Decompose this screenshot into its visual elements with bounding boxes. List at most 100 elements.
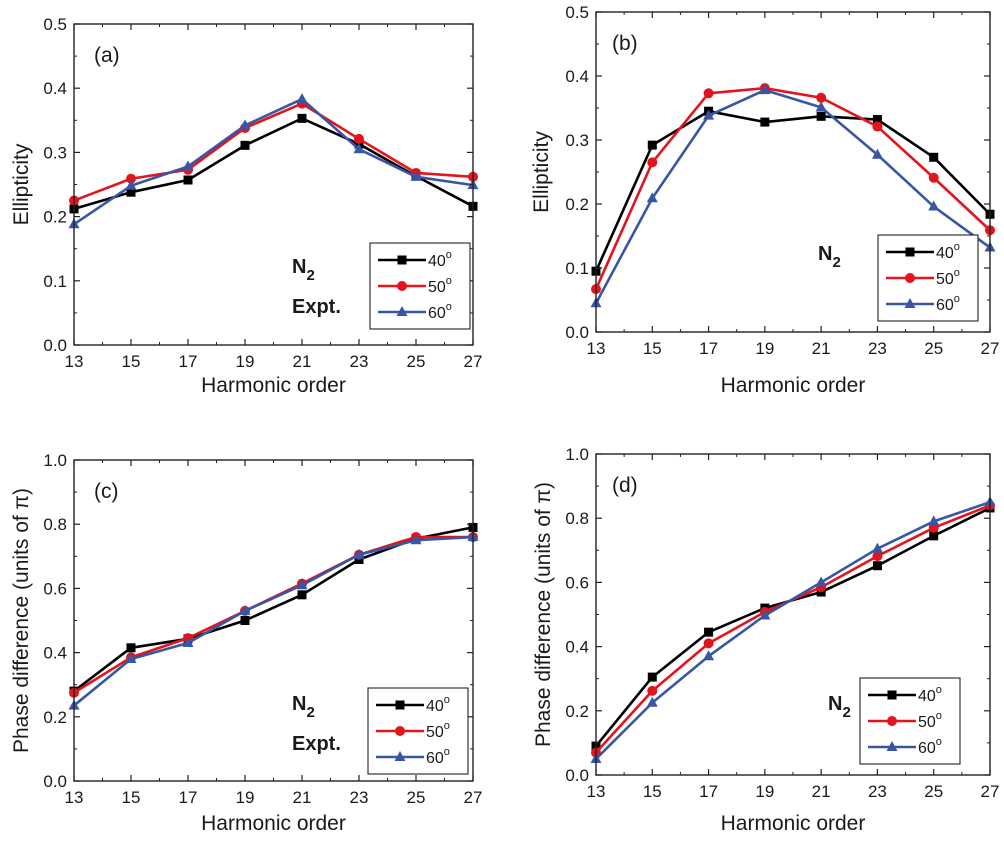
data-point-50-23: [872, 551, 883, 562]
data-point-40-15: [126, 187, 136, 197]
y-tick-label: 0.2: [565, 702, 589, 721]
data-point-50-25: [928, 172, 939, 183]
x-tick-label: 27: [464, 352, 483, 371]
y-tick-label: 0.1: [565, 259, 589, 278]
series-line-40: [594, 109, 991, 272]
x-tick-label: 27: [981, 339, 1000, 358]
x-tick-label: 23: [350, 352, 369, 371]
legend-marker-60: [886, 741, 898, 751]
legend-marker-50: [397, 281, 407, 291]
series-line-50: [594, 86, 991, 290]
data-point-40-21: [816, 111, 826, 121]
data-point-50-17: [703, 88, 714, 99]
data-point-40-25: [929, 531, 939, 541]
y-tick-label: 0.5: [565, 3, 589, 22]
x-axis-label: Harmonic order: [721, 374, 866, 397]
legend-marker-50: [395, 726, 405, 736]
y-tick-label: 0.6: [43, 579, 67, 598]
data-point-40-17: [183, 175, 193, 185]
chart-panel-d: 13 15 17 19 21 23 25 27 0.0 0.2 0.4 0.6 0.8 1.0 Harmon…: [532, 445, 999, 835]
legend-marker-50: [905, 273, 915, 283]
y-tick-label: 0.0: [565, 323, 589, 342]
data-point-40-21: [297, 590, 307, 600]
data-point-40-23: [872, 561, 882, 571]
legend-marker-60: [904, 298, 916, 308]
y-tick-label: 0.1: [43, 272, 67, 291]
x-tick-label: 19: [236, 788, 255, 807]
x-tick-label: 13: [65, 788, 84, 807]
legend-marker-40: [397, 255, 407, 265]
legend-marker-40: [395, 700, 405, 710]
legend-marker-60: [394, 751, 406, 761]
data-point-60-21: [815, 576, 827, 587]
series-group: [590, 496, 996, 763]
series-group: [68, 522, 479, 710]
data-point-60-25: [928, 515, 940, 526]
data-point-60-23: [871, 148, 883, 159]
data-point-60-19: [239, 119, 251, 130]
series-group: [68, 93, 479, 229]
y-tick-label: 0.0: [43, 772, 67, 791]
data-point-60-19: [759, 609, 771, 620]
annotation-molecule: N2: [292, 256, 315, 284]
data-point-60-15: [125, 653, 137, 664]
y-tick-label: 0.2: [565, 195, 589, 214]
annotation-molecule: N2: [292, 693, 315, 721]
data-point-60-17: [703, 109, 715, 120]
data-point-60-21: [296, 93, 308, 104]
x-tick-label: 17: [179, 352, 198, 371]
data-point-50-15: [647, 685, 658, 696]
data-point-60-15: [125, 179, 137, 190]
y-tick-label: 0.8: [43, 515, 67, 534]
panel-tag: (c): [94, 480, 119, 503]
data-point-50-15: [647, 157, 658, 168]
data-point-60-23: [353, 548, 365, 559]
data-point-50-21: [816, 92, 827, 103]
data-point-40-25: [929, 152, 939, 162]
y-tick-label: 0.2: [43, 208, 67, 227]
y-tick-label: 0.0: [43, 336, 67, 355]
y-tick-label: 0.3: [565, 131, 589, 150]
data-point-50-17: [703, 638, 714, 649]
data-point-60-17: [182, 636, 194, 647]
data-point-60-23: [353, 143, 365, 154]
annotation-expt: Expt.: [292, 296, 341, 318]
x-tick-label: 19: [236, 352, 255, 371]
y-tick-label: 0.4: [565, 638, 589, 657]
series-line-60: [73, 535, 474, 707]
y-tick-label: 1.0: [565, 445, 589, 464]
x-tick-label: 27: [464, 788, 483, 807]
x-tick-label: 27: [981, 782, 1000, 801]
x-tick-label: 19: [755, 782, 774, 801]
data-point-50-23: [354, 133, 364, 144]
x-axis-label: Harmonic order: [201, 374, 346, 397]
y-tick-label: 0.2: [43, 708, 67, 727]
data-point-40-23: [872, 115, 882, 125]
x-tick-label: 13: [65, 352, 84, 371]
y-axis-label: Phase difference (units of π): [10, 488, 33, 753]
legend-marker-50: [887, 716, 897, 726]
data-point-60-17: [182, 160, 194, 171]
x-tick-label: 15: [122, 352, 141, 371]
y-tick-label: 0.4: [43, 644, 67, 663]
data-point-60-21: [296, 579, 308, 590]
y-tick-label: 0.0: [565, 766, 589, 785]
data-point-50-23: [872, 121, 883, 132]
x-tick-label: 15: [643, 782, 662, 801]
y-axis-label: Ellipticity: [10, 143, 33, 225]
y-tick-label: 1.0: [43, 451, 67, 470]
data-point-40-19: [240, 140, 250, 150]
panel-tag: (d): [612, 474, 638, 497]
data-point-60-19: [239, 604, 251, 615]
panel-tag: (b): [612, 32, 638, 55]
x-axis-label: Harmonic order: [721, 812, 866, 835]
data-point-60-15: [646, 192, 658, 203]
x-tick-label: 25: [407, 788, 426, 807]
data-point-40-19: [240, 616, 250, 625]
data-point-50-15: [126, 173, 136, 184]
x-tick-label: 21: [293, 352, 312, 371]
x-tick-label: 21: [812, 782, 831, 801]
x-tick-label: 25: [924, 782, 943, 801]
data-point-40-15: [126, 643, 136, 653]
